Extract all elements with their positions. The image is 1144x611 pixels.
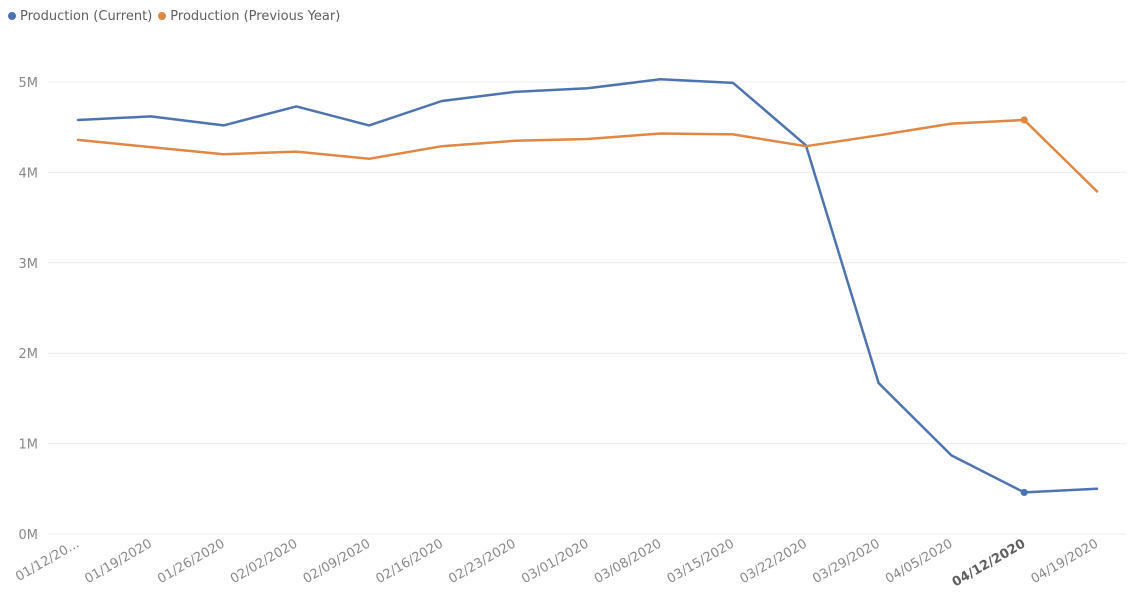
- data-point-previous-year[interactable]: [1020, 116, 1028, 124]
- y-tick-label: 4M: [19, 166, 39, 181]
- x-tick-label: 03/29/2020: [810, 536, 882, 586]
- legend-label-current: Production (Current): [20, 8, 153, 24]
- series-line-current[interactable]: [76, 78, 1099, 494]
- legend-marker-current: [8, 12, 16, 20]
- x-tick-label: 01/19/2020: [82, 536, 154, 586]
- legend-label-previous-year: Production (Previous Year): [170, 8, 341, 24]
- x-tick-label: 04/19/2020: [1029, 536, 1101, 586]
- series-line-previous-year[interactable]: [76, 118, 1099, 193]
- x-tick-label: 02/16/2020: [374, 536, 446, 586]
- y-tick-label: 0M: [19, 528, 39, 543]
- y-tick-label: 2M: [19, 347, 39, 362]
- y-tick-label: 5M: [19, 76, 39, 91]
- x-tick-label: 02/09/2020: [301, 536, 373, 586]
- x-tick-label: 03/08/2020: [592, 536, 664, 586]
- y-tick-label: 1M: [19, 438, 39, 453]
- chart-legend: Production (Current) Production (Previou…: [8, 7, 346, 25]
- x-tick-label: 03/01/2020: [519, 536, 591, 586]
- x-tick-label: 01/26/2020: [155, 536, 227, 586]
- x-tick-label: 02/02/2020: [228, 536, 300, 586]
- x-tick-label: 01/12/20...: [13, 536, 82, 584]
- y-tick-label: 3M: [19, 257, 39, 272]
- legend-item-previous-year[interactable]: Production (Previous Year): [158, 9, 340, 24]
- x-tick-label: 02/23/2020: [446, 536, 518, 586]
- x-tick-label: 04/12/2020: [950, 536, 1028, 590]
- data-point-current[interactable]: [1020, 488, 1028, 497]
- x-tick-label: 03/22/2020: [737, 536, 809, 586]
- legend-marker-previous-year: [158, 12, 167, 20]
- legend-item-current[interactable]: Production (Current): [8, 9, 152, 24]
- x-tick-label: 03/15/2020: [665, 536, 737, 586]
- x-tick-label: 04/05/2020: [883, 536, 955, 586]
